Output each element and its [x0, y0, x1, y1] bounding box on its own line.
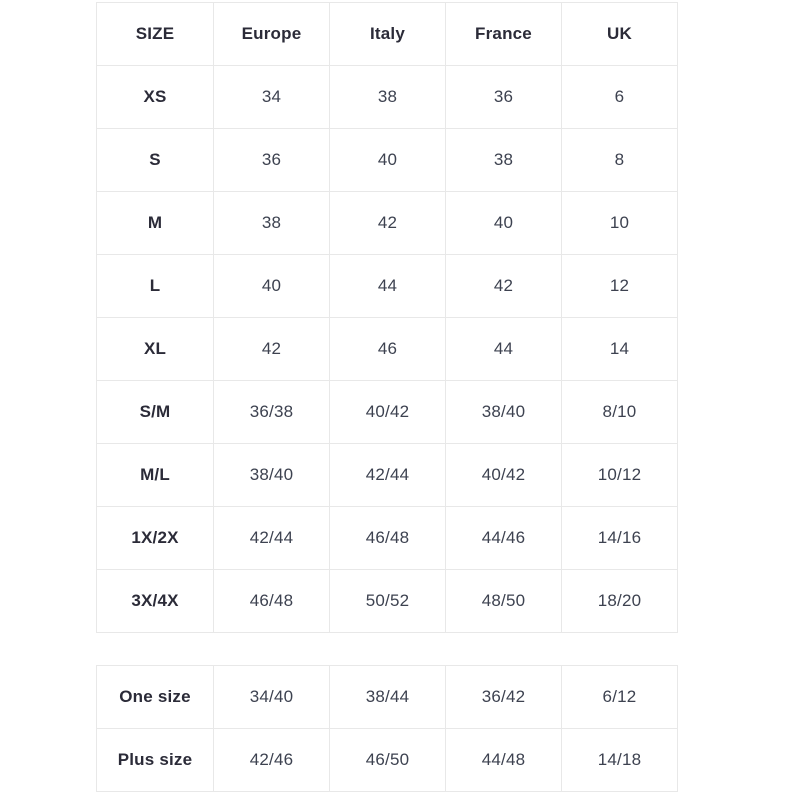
cell-l-italy: 44: [329, 254, 446, 318]
row-label-one-size: One size: [96, 665, 214, 729]
table-row: L 40 44 42 12: [96, 254, 678, 318]
cell-m-l-uk: 10/12: [561, 443, 678, 507]
table-row: Plus size 42/46 46/50 44/48 14/18: [96, 728, 678, 792]
cell-s-m-italy: 40/42: [329, 380, 446, 444]
cell-xl-europe: 42: [213, 317, 330, 381]
cell-l-europe: 40: [213, 254, 330, 318]
cell-one-size-uk: 6/12: [561, 665, 678, 729]
table-row: 1X/2X 42/44 46/48 44/46 14/16: [96, 506, 678, 570]
cell-s-europe: 36: [213, 128, 330, 192]
row-label-xs: XS: [96, 65, 214, 129]
row-label-xl: XL: [96, 317, 214, 381]
cell-1x-2x-italy: 46/48: [329, 506, 446, 570]
cell-m-europe: 38: [213, 191, 330, 255]
column-header-france: France: [445, 2, 562, 66]
table-row: One size 34/40 38/44 36/42 6/12: [96, 665, 678, 729]
cell-one-size-france: 36/42: [445, 665, 562, 729]
size-conversion-table: SIZE Europe Italy France UK XS 34 38 36 …: [96, 2, 678, 633]
cell-s-m-uk: 8/10: [561, 380, 678, 444]
table-row: M 38 42 40 10: [96, 191, 678, 255]
table-row: S/M 36/38 40/42 38/40 8/10: [96, 380, 678, 444]
cell-xs-uk: 6: [561, 65, 678, 129]
cell-s-uk: 8: [561, 128, 678, 192]
row-label-m: M: [96, 191, 214, 255]
row-label-m-l: M/L: [96, 443, 214, 507]
table-row: S 36 40 38 8: [96, 128, 678, 192]
cell-s-m-europe: 36/38: [213, 380, 330, 444]
column-header-europe: Europe: [213, 2, 330, 66]
cell-xs-france: 36: [445, 65, 562, 129]
table-row: 3X/4X 46/48 50/52 48/50 18/20: [96, 569, 678, 633]
cell-one-size-italy: 38/44: [329, 665, 446, 729]
cell-xs-italy: 38: [329, 65, 446, 129]
column-header-italy: Italy: [329, 2, 446, 66]
table-row: XS 34 38 36 6: [96, 65, 678, 129]
cell-1x-2x-europe: 42/44: [213, 506, 330, 570]
cell-m-l-italy: 42/44: [329, 443, 446, 507]
cell-3x-4x-uk: 18/20: [561, 569, 678, 633]
column-header-uk: UK: [561, 2, 678, 66]
cell-m-france: 40: [445, 191, 562, 255]
column-header-size: SIZE: [96, 2, 214, 66]
cell-s-m-france: 38/40: [445, 380, 562, 444]
table-row: M/L 38/40 42/44 40/42 10/12: [96, 443, 678, 507]
row-label-s-m: S/M: [96, 380, 214, 444]
cell-3x-4x-italy: 50/52: [329, 569, 446, 633]
row-label-1x-2x: 1X/2X: [96, 506, 214, 570]
cell-one-size-europe: 34/40: [213, 665, 330, 729]
cell-plus-size-france: 44/48: [445, 728, 562, 792]
table-header-row: SIZE Europe Italy France UK: [96, 2, 678, 66]
table-row: XL 42 46 44 14: [96, 317, 678, 381]
row-label-3x-4x: 3X/4X: [96, 569, 214, 633]
cell-m-uk: 10: [561, 191, 678, 255]
cell-plus-size-italy: 46/50: [329, 728, 446, 792]
cell-m-l-france: 40/42: [445, 443, 562, 507]
row-label-plus-size: Plus size: [96, 728, 214, 792]
cell-xl-france: 44: [445, 317, 562, 381]
cell-xl-uk: 14: [561, 317, 678, 381]
cell-m-italy: 42: [329, 191, 446, 255]
cell-plus-size-uk: 14/18: [561, 728, 678, 792]
row-label-s: S: [96, 128, 214, 192]
cell-xs-europe: 34: [213, 65, 330, 129]
cell-s-italy: 40: [329, 128, 446, 192]
cell-1x-2x-france: 44/46: [445, 506, 562, 570]
cell-1x-2x-uk: 14/16: [561, 506, 678, 570]
cell-l-france: 42: [445, 254, 562, 318]
cell-s-france: 38: [445, 128, 562, 192]
row-label-l: L: [96, 254, 214, 318]
cell-xl-italy: 46: [329, 317, 446, 381]
cell-plus-size-europe: 42/46: [213, 728, 330, 792]
one-size-plus-size-table: One size 34/40 38/44 36/42 6/12 Plus siz…: [96, 665, 678, 792]
cell-l-uk: 12: [561, 254, 678, 318]
cell-3x-4x-europe: 46/48: [213, 569, 330, 633]
cell-3x-4x-france: 48/50: [445, 569, 562, 633]
cell-m-l-europe: 38/40: [213, 443, 330, 507]
